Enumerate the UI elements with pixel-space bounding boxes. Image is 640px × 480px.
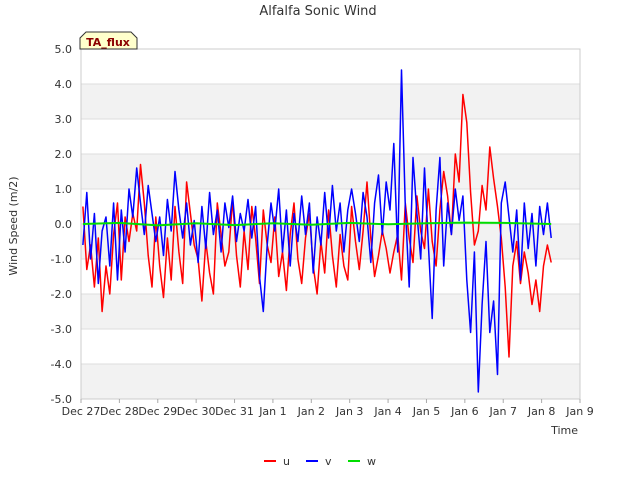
- plot-band: [81, 84, 580, 119]
- series-line-v: [82, 69, 552, 393]
- y-tick-label: 1.0: [55, 183, 73, 196]
- x-tick-label: Jan 5: [412, 405, 440, 418]
- y-tick-label: 2.0: [55, 148, 73, 161]
- x-tick-label: Jan 1: [258, 405, 286, 418]
- x-tick-label: Jan 7: [489, 405, 517, 418]
- x-tick-label: Jan 3: [335, 405, 363, 418]
- plot-frame: [80, 48, 581, 400]
- flux-badge-shape: [79, 31, 138, 50]
- y-tick-label: -4.0: [51, 358, 72, 371]
- y-tick-label: 4.0: [55, 78, 73, 91]
- legend-label-u: u: [283, 455, 290, 468]
- y-tick-label: -2.0: [51, 288, 72, 301]
- chart-title: Alfalfa Sonic Wind: [259, 4, 376, 19]
- plot-band: [81, 364, 580, 399]
- x-axis-label: Time: [550, 424, 578, 437]
- x-tick-label: Jan 8: [527, 405, 555, 418]
- x-tick-label: Jan 9: [565, 405, 593, 418]
- x-tick-label: Dec 28: [100, 405, 139, 418]
- y-tick-label: 0.0: [55, 218, 73, 231]
- plot-band: [81, 154, 580, 189]
- series-line-u: [82, 93, 552, 358]
- x-tick-label: Jan 6: [450, 405, 478, 418]
- series-lines: [82, 69, 552, 393]
- y-axis-ticks: 5.0 4.0 3.0 2.0 1.0 0.0 -1.0 -2.0 -3.0 -4.0 -5.0: [51, 43, 72, 406]
- legend-label-v: v: [325, 455, 332, 468]
- y-tick-label: 5.0: [55, 43, 73, 56]
- x-tick-label: Jan 4: [373, 405, 401, 418]
- x-tick-label: Jan 2: [297, 405, 325, 418]
- series-line-w: [82, 221, 552, 227]
- flux-badge-label: TA_flux: [86, 36, 130, 49]
- x-tick-label: Dec 31: [215, 405, 254, 418]
- x-tick-label: Dec 27: [62, 405, 101, 418]
- flux-badge: TA_flux: [79, 31, 138, 50]
- x-tick-label: Dec 29: [138, 405, 177, 418]
- y-tick-label: -3.0: [51, 323, 72, 336]
- y-tick-label: -5.0: [51, 393, 72, 406]
- x-tick-label: Dec 30: [177, 405, 216, 418]
- y-axis-label: Wind Speed (m/2): [7, 176, 20, 275]
- y-tick-label: -1.0: [51, 253, 72, 266]
- legend: u v w: [264, 455, 376, 468]
- y-tick-label: 3.0: [55, 113, 73, 126]
- x-axis-ticks: Dec 27 Dec 28 Dec 29 Dec 30 Dec 31 Jan 1 Jan 2…: [62, 399, 594, 418]
- plot-band: [81, 294, 580, 329]
- legend-label-w: w: [367, 455, 376, 468]
